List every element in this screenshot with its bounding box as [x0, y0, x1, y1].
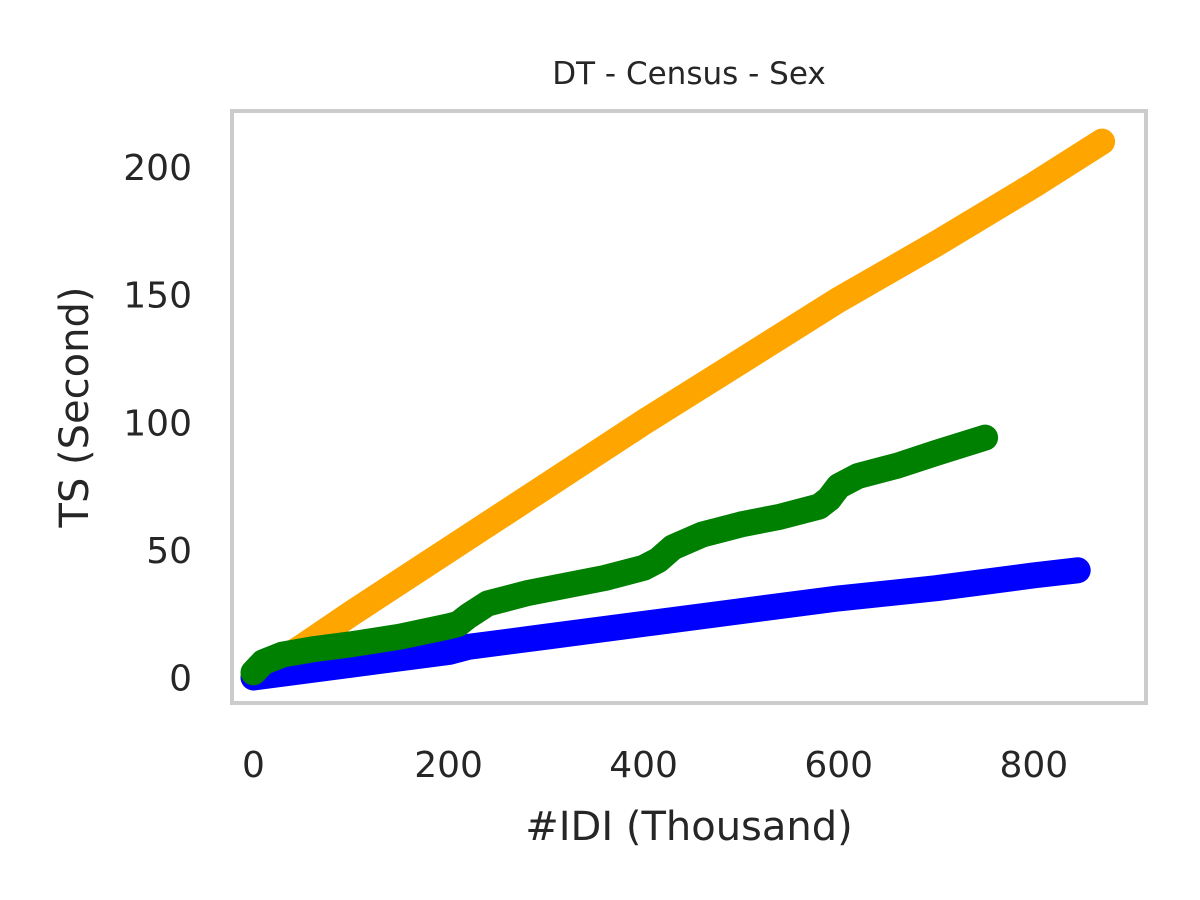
- x-tick-label: 600: [804, 745, 873, 786]
- x-axis-label: #IDI (Thousand): [525, 804, 853, 850]
- y-tick-label: 0: [169, 659, 192, 700]
- x-tick-label: 200: [414, 745, 483, 786]
- y-tick-label: 100: [123, 403, 192, 444]
- series-layer: [240, 128, 1116, 691]
- series-line-0: [240, 128, 1116, 691]
- x-tick-label: 400: [609, 745, 678, 786]
- chart-title: DT - Census - Sex: [552, 56, 825, 92]
- y-tick-label: 50: [146, 531, 192, 572]
- y-tick-labels: 0 50 100 150 200: [123, 148, 192, 699]
- x-tick-label: 0: [242, 745, 265, 786]
- x-tick-label: 800: [999, 745, 1068, 786]
- x-tick-labels: 0 200 400 600 800: [242, 745, 1068, 786]
- y-axis-label: TS (Second): [52, 287, 98, 529]
- series-line-1: [240, 557, 1091, 691]
- y-tick-label: 150: [123, 276, 192, 317]
- series-line-2: [240, 424, 999, 686]
- y-tick-label: 200: [123, 148, 192, 189]
